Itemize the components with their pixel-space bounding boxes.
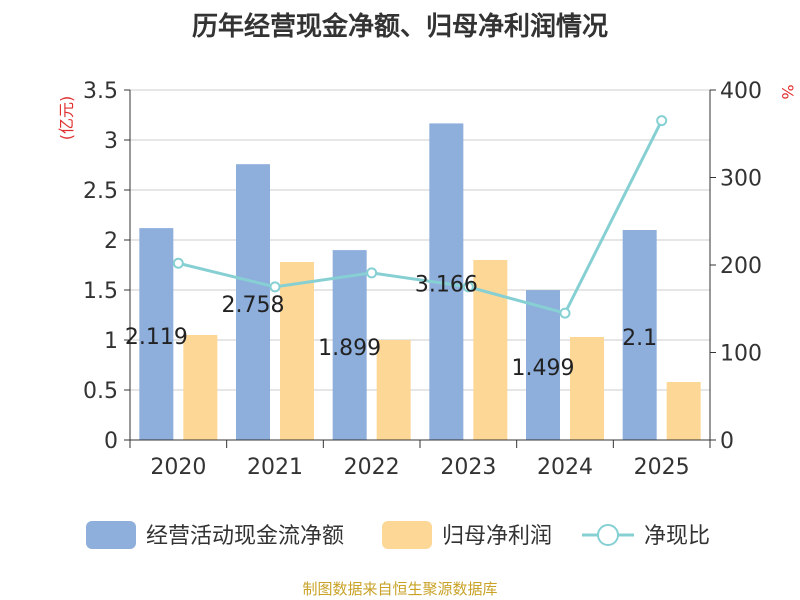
ratio-point — [366, 267, 378, 279]
axes: 0 0.5 1 1.5 2 2.5 3 3.5 0 100 200 300 400 (亿元)% 2020 20… — [57, 79, 797, 480]
bar-data-label: 1.899 — [318, 336, 381, 361]
x-tick-label: 2020 — [150, 455, 206, 480]
y-left-tick-label: 1.5 — [83, 279, 118, 304]
bar-data-label: 2.758 — [222, 293, 285, 318]
bar-net-profit — [570, 337, 604, 440]
bar-net-profit — [473, 260, 508, 440]
x-tick-label: 2025 — [634, 455, 690, 480]
y-right-tick-label: 300 — [720, 167, 762, 192]
chart-title: 历年经营现金净额、归母净利润情况 — [191, 12, 608, 42]
y-left-axis-label: (亿元) — [57, 96, 76, 141]
bar-cashflow — [332, 250, 367, 440]
y-right-tick-label: 0 — [720, 429, 734, 454]
ratio-line — [177, 119, 664, 315]
bar-cashflow — [526, 290, 560, 440]
grid — [130, 89, 710, 391]
ratio-point — [172, 257, 184, 269]
bar-data-label: 3.166 — [415, 273, 478, 298]
legend-swatch — [86, 521, 136, 549]
bar-net-profit — [280, 262, 314, 440]
x-tick-label: 2024 — [537, 455, 593, 480]
bar-cashflow — [236, 164, 270, 440]
y-right-tick-label: 400 — [720, 79, 762, 104]
bar-data-label: 1.499 — [512, 356, 575, 381]
x-tick-label: 2022 — [344, 455, 400, 480]
y-right-tick-label: 100 — [720, 342, 762, 367]
y-left-tick-label: 0.5 — [83, 379, 118, 404]
y-left-tick-label: 2.5 — [83, 179, 118, 204]
bars — [139, 123, 701, 441]
x-tick-label: 2023 — [440, 455, 496, 480]
bar-net-profit — [376, 340, 411, 440]
ratio-point — [656, 115, 668, 127]
legend-swatch — [382, 521, 432, 549]
source-note: 制图数据来自恒生聚源数据库 — [302, 580, 498, 598]
y-left-tick-label: 1 — [104, 329, 118, 354]
ratio-point — [462, 281, 474, 293]
bar-data-label: 2.119 — [125, 325, 188, 350]
y-right-axis-label: % — [778, 84, 797, 99]
ratio-point — [269, 281, 281, 293]
bar-cashflow — [139, 228, 174, 440]
bar-data-label: 2.1 — [622, 326, 657, 351]
bar-net-profit — [183, 335, 218, 440]
line-series — [172, 115, 668, 319]
y-right-tick-label: 200 — [720, 254, 762, 279]
bar-cashflow — [622, 230, 657, 440]
legend-label: 净现比 — [644, 524, 710, 549]
y-left-tick-label: 3.5 — [83, 79, 118, 104]
data-labels: 2.119 2.758 1.899 3.166 1.499 2.1 — [125, 273, 657, 381]
legend-marker — [597, 524, 619, 546]
y-left-tick-label: 2 — [104, 229, 118, 254]
y-left-tick-label: 3 — [104, 129, 118, 154]
bar-net-profit — [666, 382, 701, 440]
y-left-tick-label: 0 — [104, 429, 118, 454]
ratio-point — [559, 307, 571, 319]
legend: 经营活动现金流净额 归母净利润 净现比 — [86, 521, 710, 549]
legend-label: 经营活动现金流净额 — [146, 524, 344, 549]
legend-label: 归母净利润 — [442, 524, 552, 549]
x-tick-label: 2021 — [247, 455, 303, 480]
